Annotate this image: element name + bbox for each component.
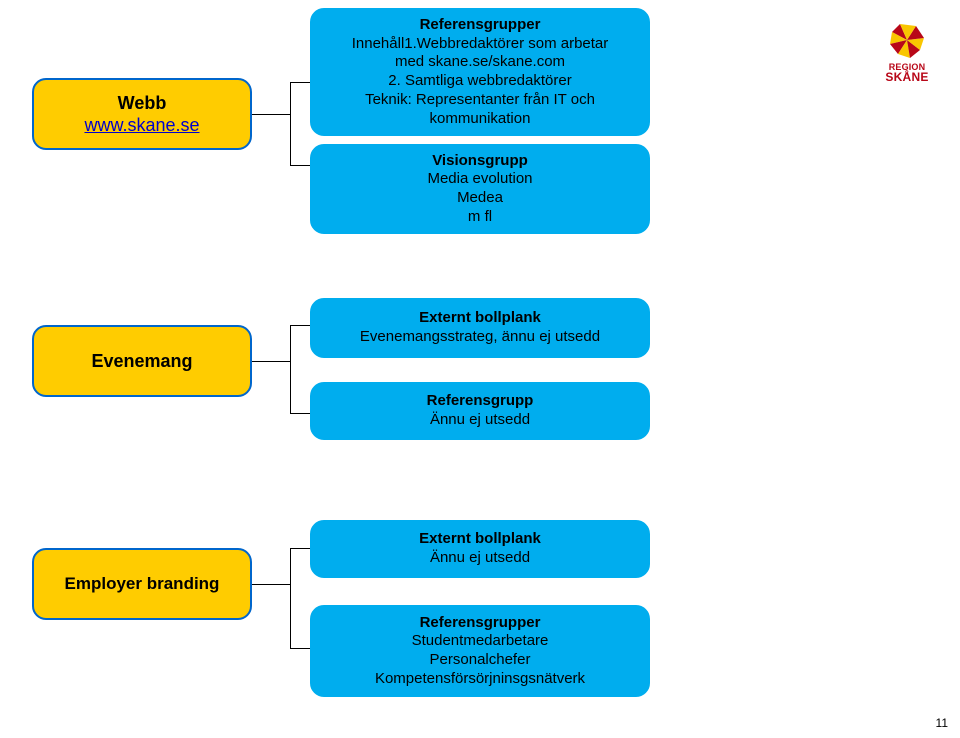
connector: [290, 548, 291, 648]
category-box-webb: Webbwww.skane.se: [32, 78, 252, 150]
page-number: 11: [936, 716, 948, 730]
category-title: Employer branding: [65, 573, 220, 594]
detail-line: Ännu ej utsedd: [430, 549, 530, 568]
detail-line: Teknik: Representanter från IT och: [365, 91, 595, 110]
detail-box-evenemang-0: Externt bollplankEvenemangsstrateg, ännu…: [310, 298, 650, 358]
detail-line: Referensgrupp: [427, 392, 534, 411]
connector: [290, 548, 310, 549]
category-title: Evenemang: [91, 350, 192, 373]
connector: [252, 584, 290, 585]
logo-text-bottom: SKÅNE: [872, 70, 942, 84]
detail-line: Visionsgrupp: [432, 152, 528, 171]
detail-line: Externt bollplank: [419, 309, 541, 328]
detail-line: Innehåll1.Webbredaktörer som arbetar: [352, 35, 609, 54]
connector: [290, 413, 310, 414]
logo-mark-icon: [880, 20, 934, 64]
detail-line: kommunikation: [430, 110, 531, 129]
connector: [290, 325, 291, 413]
detail-line: Kompetensförsörjninsgsnätverk: [375, 670, 585, 689]
detail-line: Personalchefer: [430, 651, 531, 670]
detail-line: med skane.se/skane.com: [395, 53, 565, 72]
detail-line: Medea: [457, 189, 503, 208]
detail-box-evenemang-1: ReferensgruppÄnnu ej utsedd: [310, 382, 650, 440]
detail-line: Externt bollplank: [419, 530, 541, 549]
detail-line: Referensgrupper: [420, 16, 541, 35]
detail-box-employer-1: ReferensgrupperStudentmedarbetarePersona…: [310, 605, 650, 697]
detail-line: Evenemangsstrateg, ännu ej utsedd: [360, 328, 600, 347]
detail-box-webb-0: ReferensgrupperInnehåll1.Webbredaktörer …: [310, 8, 650, 136]
detail-line: Referensgrupper: [420, 614, 541, 633]
connector: [252, 114, 290, 115]
connector: [290, 165, 310, 166]
category-link[interactable]: www.skane.se: [84, 114, 199, 137]
connector: [252, 361, 290, 362]
connector: [290, 82, 310, 83]
detail-line: 2. Samtliga webbredaktörer: [388, 72, 571, 91]
category-title: Webb: [118, 92, 167, 115]
detail-box-employer-0: Externt bollplankÄnnu ej utsedd: [310, 520, 650, 578]
category-box-evenemang: Evenemang: [32, 325, 252, 397]
detail-line: Media evolution: [427, 170, 532, 189]
detail-line: m fl: [468, 208, 492, 227]
detail-line: Ännu ej utsedd: [430, 411, 530, 430]
connector: [290, 648, 310, 649]
connector: [290, 82, 291, 165]
detail-line: Studentmedarbetare: [412, 632, 549, 651]
connector: [290, 325, 310, 326]
detail-box-webb-1: VisionsgruppMedia evolutionMedeam fl: [310, 144, 650, 234]
category-box-employer: Employer branding: [32, 548, 252, 620]
region-skane-logo: REGION SKÅNE: [872, 20, 942, 84]
